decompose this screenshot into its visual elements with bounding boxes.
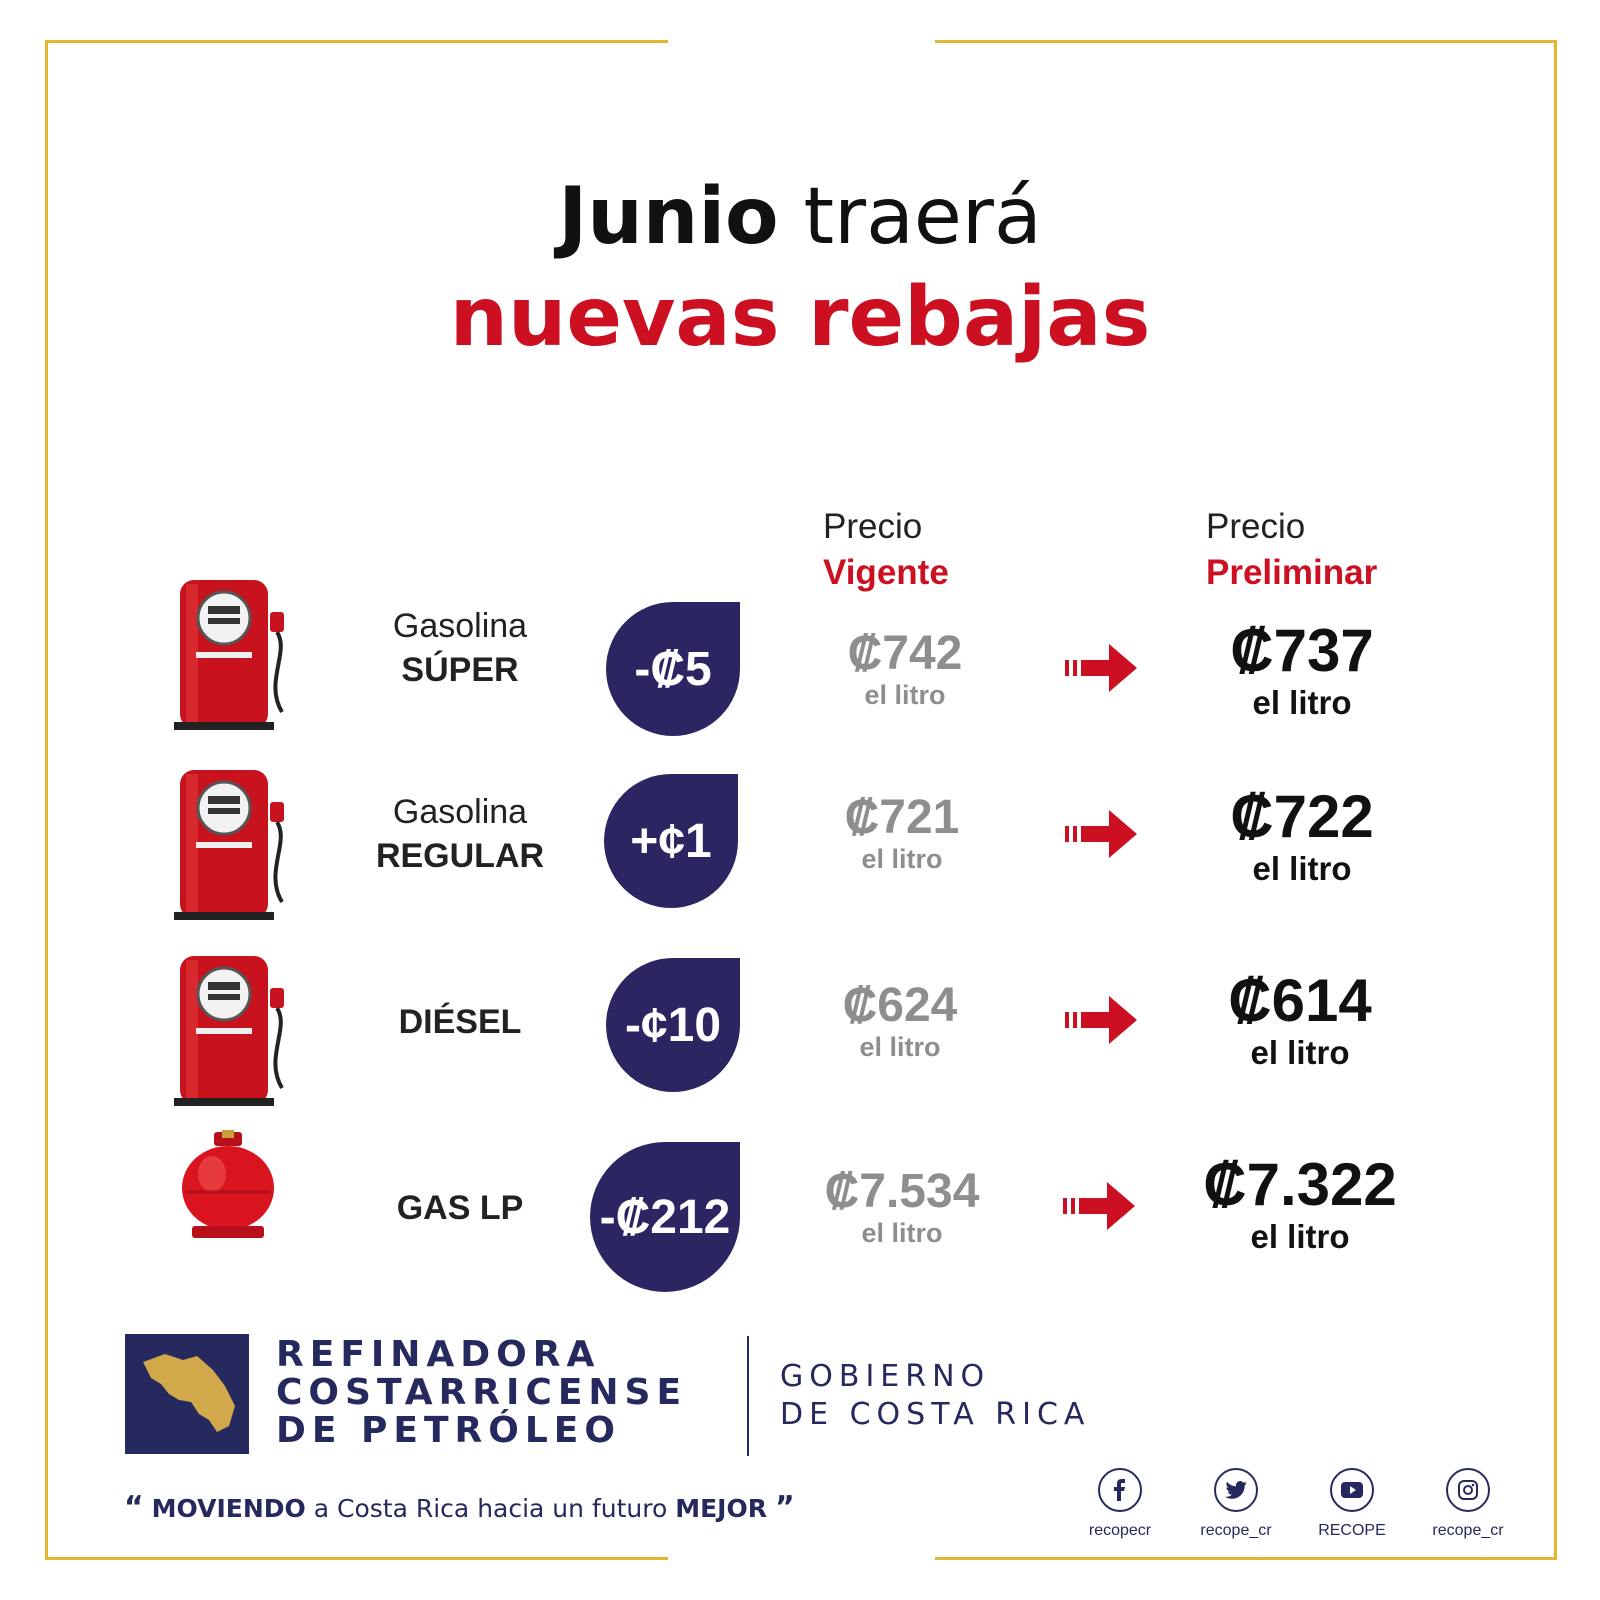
current-price-unit: el litro [859,1032,941,1062]
current-price-unit: el litro [861,844,943,874]
frame-top-left [45,40,668,43]
open-quote-icon: “ [124,1490,144,1525]
column-header-preliminary: Precio Preliminar [1206,504,1377,596]
current-price-amount: ₡624 [842,979,958,1032]
price-change-badge: -¢10 [606,958,740,1092]
preliminary-price: ₡7.322 el litro [1170,1152,1430,1256]
slogan-middle: a Costa Rica hacia un futuro [313,1494,668,1523]
social-twitter[interactable]: recope_cr [1176,1468,1296,1540]
fuel-pump-icon [172,572,302,732]
column-header-current-top: Precio [823,507,923,546]
fuel-row-regular: Gasolina REGULAR +¢1 ₡721 el litro ₡722 … [0,762,1600,932]
price-change-badge: -₡212 [590,1142,740,1292]
social-label[interactable]: RECOPE [1318,1522,1386,1539]
preliminary-price: ₡737 el litro [1172,618,1432,722]
social-youtube[interactable]: RECOPE [1292,1468,1412,1540]
twitter-icon[interactable] [1214,1468,1258,1512]
fuel-pump-icon [172,948,302,1108]
preliminary-price-unit: el litro [1252,850,1352,887]
current-price-amount: ₡7.534 [824,1165,980,1218]
current-price-amount: ₡721 [844,791,960,844]
social-label[interactable]: recopecr [1088,1522,1152,1539]
frame-bottom-right [935,1557,1557,1560]
recope-logo [125,1334,249,1454]
arrow-right-icon [1065,990,1145,1050]
frame-top-right [935,40,1557,43]
preliminary-price-unit: el litro [1250,1034,1350,1071]
headline-line-2: nuevas rebajas [449,270,1151,365]
frame-left [45,40,48,1560]
slogan-word-3: MEJOR [675,1494,767,1523]
preliminary-price: ₡722 el litro [1172,784,1432,888]
fuel-row-gas-lp: GAS LP -₡212 ₡7.534 el litro ₡7.322 el l… [0,1130,1600,1300]
preliminary-price-amount: ₡737 [1230,617,1374,684]
arrow-right-icon [1065,804,1145,864]
slogan: “ MOVIENDO a Costa Rica hacia un futuro … [124,1490,795,1525]
current-price-amount: ₡742 [847,627,963,680]
arrow-right-icon [1063,1176,1143,1236]
government-name: GOBIERNO DE COSTA RICA [780,1358,1090,1434]
column-header-current: Precio Vigente [823,504,949,596]
youtube-icon[interactable] [1330,1468,1374,1512]
social-facebook[interactable]: recopecr [1060,1468,1180,1540]
fuel-pump-icon [172,762,302,922]
price-change-badge: -₡5 [606,602,740,736]
column-header-current-bottom: Vigente [823,553,949,592]
headline-regular-word: traerá [803,172,1042,262]
fuel-name-bold: DIÉSEL [398,1003,522,1041]
close-quote-icon: ” [774,1490,795,1525]
fuel-name-bold: SÚPER [401,651,519,689]
fuel-name-light: Gasolina [392,793,528,831]
column-header-preliminary-bottom: Preliminar [1206,553,1378,592]
preliminary-price-unit: el litro [1250,1218,1350,1255]
facebook-icon[interactable] [1098,1468,1142,1512]
column-header-preliminary-top: Precio [1206,507,1306,546]
current-price: ₡624 el litro [790,979,1010,1063]
org-line-1: REFINADORA [276,1334,601,1375]
gov-line-1: GOBIERNO [780,1359,991,1394]
current-price: ₡742 el litro [795,627,1015,711]
fuel-name-bold: REGULAR [375,837,545,875]
frame-bottom-left [45,1557,668,1560]
preliminary-price-unit: el litro [1252,684,1352,721]
fuel-name: Gasolina REGULAR [340,790,580,878]
preliminary-price-amount: ₡722 [1230,783,1374,850]
costa-rica-map-icon [143,1354,235,1432]
frame-right [1554,40,1557,1560]
instagram-icon[interactable] [1446,1468,1490,1512]
slogan-word-1: MOVIENDO [151,1494,306,1523]
fuel-row-diesel: DIÉSEL -¢10 ₡624 el litro ₡614 el litro [0,948,1600,1118]
social-label[interactable]: recope_cr [1432,1522,1504,1539]
arrow-right-icon [1065,638,1145,698]
current-price: ₡7.534 el litro [792,1165,1012,1249]
preliminary-price-amount: ₡7.322 [1203,1151,1397,1218]
fuel-name: GAS LP [340,1186,580,1230]
social-label[interactable]: recope_cr [1200,1522,1272,1539]
social-instagram[interactable]: recope_cr [1408,1468,1528,1540]
current-price-unit: el litro [861,1218,943,1248]
fuel-name: DIÉSEL [340,1000,580,1044]
gas-cylinder-icon [172,1130,302,1290]
preliminary-price: ₡614 el litro [1170,968,1430,1072]
headline-bold-word: Junio [558,172,779,262]
fuel-row-super: Gasolina SÚPER -₡5 ₡742 el litro ₡737 el… [0,572,1600,742]
preliminary-price-amount: ₡614 [1228,967,1372,1034]
fuel-name-bold: GAS LP [396,1189,524,1227]
fuel-name: Gasolina SÚPER [340,604,580,692]
org-line-3: DE PETRÓLEO [276,1410,621,1451]
headline-line-1: Junio traerá [0,172,1600,262]
organization-name: REFINADORA COSTARRICENSE DE PETRÓLEO [276,1336,687,1450]
price-change-badge: +¢1 [604,774,738,908]
footer-divider [747,1336,749,1456]
current-price: ₡721 el litro [792,791,1012,875]
fuel-name-light: Gasolina [392,607,528,645]
current-price-unit: el litro [864,680,946,710]
org-line-2: COSTARRICENSE [276,1372,688,1413]
gov-line-2: DE COSTA RICA [780,1397,1091,1432]
